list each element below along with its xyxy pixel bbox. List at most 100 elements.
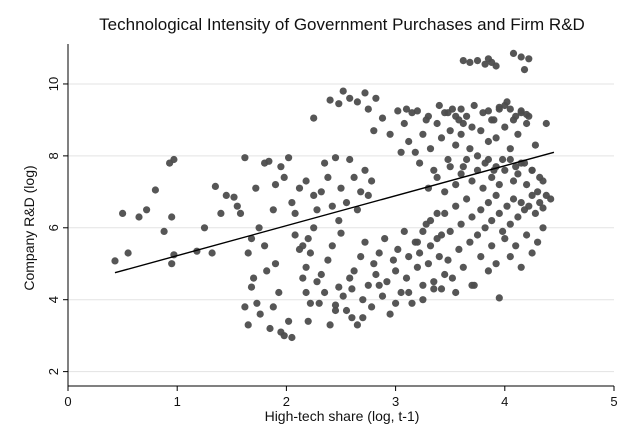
data-point: [484, 155, 492, 164]
data-point: [317, 188, 325, 196]
data-point: [457, 170, 465, 178]
data-point: [501, 123, 509, 131]
data-point: [339, 87, 347, 95]
data-point: [488, 242, 496, 250]
data-point: [523, 119, 531, 128]
data-point: [506, 155, 514, 164]
data-point: [346, 274, 354, 282]
data-point: [211, 182, 219, 190]
data-point: [310, 114, 318, 122]
data-point: [509, 177, 518, 185]
data-point: [433, 173, 441, 181]
data-point: [252, 184, 260, 192]
data-point: [433, 119, 441, 128]
data-point: [324, 173, 332, 181]
data-point: [416, 249, 424, 257]
data-point: [444, 109, 452, 117]
chart-title: Technological Intensity of Government Pu…: [99, 15, 585, 34]
data-point: [448, 274, 456, 282]
data-point: [452, 181, 460, 189]
data-point: [531, 209, 540, 217]
x-tick-label: 0: [64, 394, 71, 409]
x-axis-ticks: 0 1 2 3 4 5: [64, 386, 618, 409]
data-point: [495, 209, 503, 217]
data-point: [520, 66, 529, 74]
data-point: [310, 224, 318, 232]
data-point: [433, 209, 441, 217]
data-point: [542, 191, 550, 199]
data-point: [383, 278, 391, 286]
data-point: [531, 141, 540, 149]
data-point: [446, 227, 454, 235]
data-point: [534, 188, 542, 196]
data-point: [413, 238, 421, 246]
fit-line: [114, 151, 555, 274]
data-point: [413, 107, 421, 115]
data-point: [346, 94, 354, 102]
data-point: [271, 260, 280, 268]
data-point: [397, 288, 405, 297]
data-point: [473, 152, 482, 160]
data-point: [310, 191, 318, 199]
data-point: [168, 260, 176, 268]
data-point: [466, 238, 474, 246]
data-point: [247, 283, 256, 291]
data-point: [419, 281, 427, 289]
data-point: [473, 231, 482, 239]
data-point: [277, 163, 285, 171]
data-point: [506, 253, 514, 261]
data-point: [348, 285, 356, 293]
x-tick-label: 1: [174, 394, 181, 409]
x-tick-label: 2: [283, 394, 290, 409]
data-point: [328, 242, 336, 250]
data-point: [503, 202, 511, 210]
data-point: [468, 177, 476, 185]
data-point: [321, 159, 329, 167]
data-point: [271, 181, 280, 189]
data-point: [539, 204, 547, 212]
data-point: [230, 193, 238, 201]
data-point: [495, 294, 503, 302]
data-point: [484, 137, 492, 146]
data-point: [378, 292, 387, 300]
data-point: [372, 94, 380, 102]
data-point: [236, 209, 245, 217]
data-point: [512, 112, 520, 120]
data-point: [353, 98, 361, 106]
data-point: [492, 62, 500, 70]
data-point: [523, 110, 531, 119]
data-point: [424, 260, 432, 268]
data-point: [241, 154, 249, 162]
data-point: [457, 130, 465, 138]
data-point: [386, 310, 394, 318]
data-point: [495, 181, 503, 189]
data-point: [328, 202, 336, 210]
data-point: [459, 263, 467, 271]
data-point: [539, 224, 547, 232]
data-point: [525, 55, 533, 63]
data-point: [499, 155, 507, 164]
data-point: [402, 105, 411, 113]
data-point: [263, 267, 271, 275]
data-point: [299, 274, 307, 282]
data-point: [419, 227, 427, 235]
data-point: [285, 154, 293, 162]
data-point: [256, 310, 264, 318]
data-point: [353, 321, 361, 329]
data-point: [168, 213, 176, 221]
data-point: [424, 112, 432, 120]
data-point: [250, 274, 258, 282]
data-point: [304, 235, 312, 243]
data-point: [441, 188, 449, 196]
data-point: [426, 145, 435, 153]
data-point: [416, 159, 424, 167]
data-point: [350, 267, 358, 275]
data-point: [119, 209, 127, 217]
data-point: [295, 184, 304, 192]
data-point: [394, 245, 402, 253]
data-point: [315, 299, 323, 307]
data-point: [492, 260, 500, 268]
data-point: [525, 202, 533, 210]
data-point: [302, 288, 310, 297]
data-point: [317, 270, 325, 279]
